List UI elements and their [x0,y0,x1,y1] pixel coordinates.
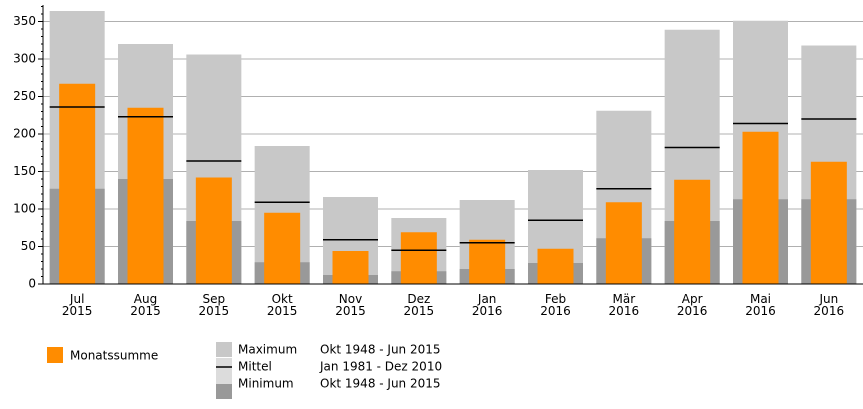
x-tick-month: Nov [339,292,362,306]
sum-bar [195,177,232,284]
y-tick-label: 200 [13,127,36,141]
sum-bar [605,202,642,284]
x-tick-year: 2016 [814,304,845,318]
y-tick-label: 150 [13,164,36,178]
sum-bar [127,107,164,284]
y-tick-label: 50 [21,239,36,253]
x-tick-month: Jan [477,292,497,306]
sum-bar [742,131,779,284]
x-tick-label: Mär 2016 [609,292,640,318]
x-tick-year: 2015 [130,304,161,318]
x-tick-label: Aug 2015 [130,292,161,318]
x-tick-label: Jan 2016 [472,292,503,318]
x-tick-month: Jun [818,292,838,306]
x-tick-year: 2015 [267,304,298,318]
x-tick-month: Jul [69,292,84,306]
legend-swatch [216,358,232,384]
legend-swatch [216,384,232,399]
x-tick-label: Nov 2015 [335,292,366,318]
x-tick-year: 2016 [609,304,640,318]
x-tick-label: Apr 2016 [677,292,708,318]
legend-label: Monatssumme [70,349,158,363]
sum-bar [264,212,301,284]
x-tick-month: Sep [203,292,226,306]
y-tick-label: 250 [13,89,36,103]
legend-period: Okt 1948 - Jun 2015 [320,343,441,357]
sum-bar [400,232,437,284]
x-tick-label: Jun 2016 [814,292,845,318]
x-tick-month: Dez [407,292,430,306]
x-tick-month: Mai [750,292,771,306]
x-tick-label: Okt 2015 [267,292,298,318]
sum-bar [469,239,506,284]
x-tick-year: 2016 [540,304,571,318]
x-tick-label: Mai 2016 [745,292,776,318]
legend-swatch [216,342,232,357]
x-tick-month: Aug [134,292,157,306]
y-tick-label: 350 [13,14,36,28]
y-tick-label: 100 [13,202,36,216]
x-tick-year: 2016 [472,304,503,318]
y-tick-label: 0 [28,277,36,291]
legend-label: Maximum [238,343,297,357]
x-tick-label: Jul 2015 [62,292,93,318]
legend-period: Okt 1948 - Jun 2015 [320,377,441,391]
x-tick-month: Feb [545,292,566,306]
x-tick-month: Apr [682,292,703,306]
legend-label: Minimum [238,377,294,391]
x-tick-year: 2015 [199,304,230,318]
sum-bar [674,179,711,284]
legend-swatch [47,347,63,363]
sum-bar [810,161,847,284]
x-tick-year: 2015 [335,304,366,318]
x-tick-year: 2015 [404,304,435,318]
x-tick-label: Dez 2015 [404,292,435,318]
y-tick-label: 300 [13,52,36,66]
sum-bar [537,248,574,284]
sum-bar [59,83,96,284]
x-tick-year: 2016 [677,304,708,318]
legend-period: Jan 1981 - Dez 2010 [319,360,442,374]
x-tick-year: 2016 [745,304,776,318]
x-tick-year: 2015 [62,304,93,318]
x-tick-month: Okt [272,292,293,306]
sum-bar [332,251,369,284]
x-tick-label: Sep 2015 [199,292,230,318]
legend-label: Mittel [238,360,272,374]
x-tick-month: Mär [613,292,636,306]
x-tick-label: Feb 2016 [540,292,571,318]
